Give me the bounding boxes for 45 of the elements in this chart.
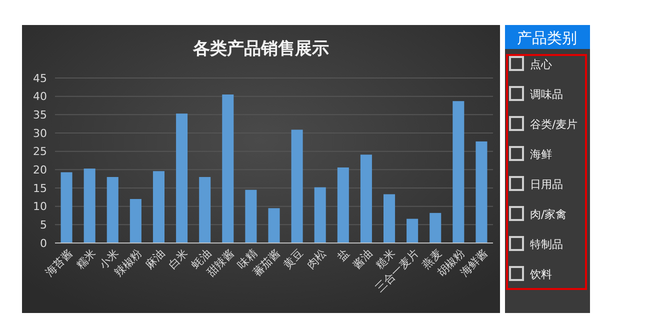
bar [430, 212, 442, 243]
bar [476, 141, 488, 243]
bar [291, 130, 303, 243]
x-tick-label: 麻油 [142, 246, 168, 272]
text: 海鲜 [530, 148, 552, 161]
x-tick-label: 酱油 [350, 246, 376, 272]
bar [60, 172, 72, 243]
text: 饮料 [529, 268, 552, 281]
text: 日用品 [530, 178, 563, 191]
text: 特制品 [530, 238, 563, 251]
x-tick-label: 肉松 [304, 246, 329, 272]
bar [360, 154, 372, 243]
text: 点心 [530, 58, 552, 71]
bar [268, 208, 280, 243]
bar [245, 190, 257, 243]
bar [452, 101, 464, 243]
y-tick-label: 10 [33, 200, 47, 214]
y-tick-label: 40 [33, 90, 47, 104]
x-tick-label: 黄豆 [281, 246, 306, 272]
bar [106, 177, 118, 243]
text: 谷类/麦片 [530, 118, 578, 131]
bar [337, 167, 349, 243]
text: 产品类别 [517, 29, 577, 47]
y-tick-label: 15 [33, 182, 47, 195]
bar [199, 177, 211, 243]
bar [314, 187, 326, 243]
text: 肉/家禽 [530, 208, 567, 221]
bar [176, 114, 188, 243]
bar [130, 199, 142, 243]
y-tick-label: 30 [33, 126, 47, 140]
y-tick-label: 45 [33, 72, 47, 85]
text: 调味品 [530, 88, 563, 101]
chart-title: 各类产品销售展示 [192, 39, 329, 59]
y-tick-label: 35 [33, 108, 47, 122]
bar [406, 218, 418, 243]
bar [222, 94, 234, 243]
x-tick-label: 白米 [166, 246, 191, 272]
bar [152, 171, 164, 243]
y-tick-label: 25 [33, 145, 47, 158]
y-tick-label: 20 [33, 164, 47, 177]
bar [384, 194, 396, 243]
y-tick-label: 5 [40, 218, 47, 232]
x-tick-label: 糯米 [74, 246, 98, 272]
bar [84, 168, 96, 243]
x-tick-label: 盐 [335, 246, 352, 264]
